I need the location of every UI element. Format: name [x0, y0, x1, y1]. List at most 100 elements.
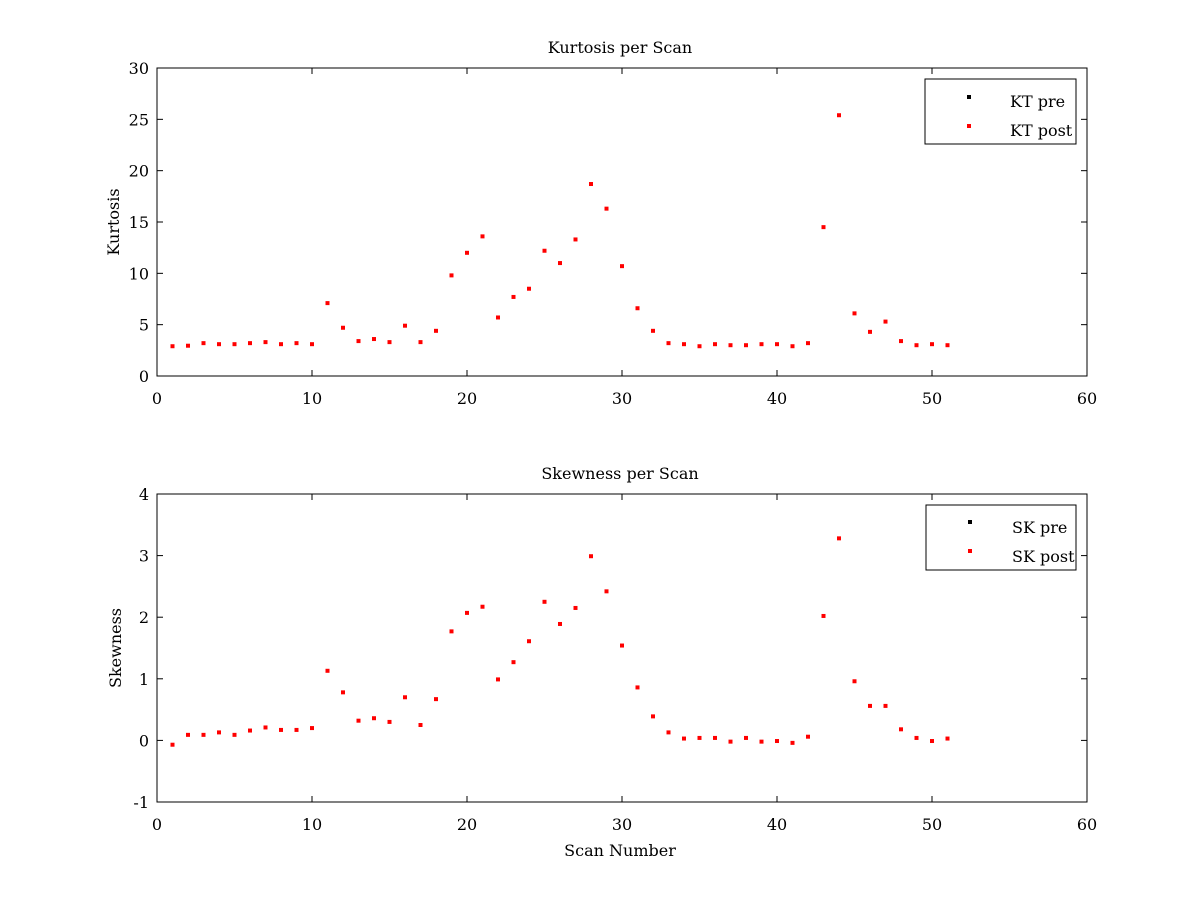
- kurtosis-point-s1-2: [201, 341, 206, 346]
- skewness-point-s1-49: [930, 739, 934, 744]
- kurtosis-point-s1-35: [713, 342, 717, 347]
- kurtosis-point-s1-34: [697, 344, 702, 349]
- kurtosis-point-s1-13: [372, 337, 376, 342]
- kurtosis-point-s1-27: [589, 182, 593, 187]
- skewness-point-s1-4: [232, 732, 237, 737]
- skewness-point-s1-16: [418, 723, 423, 727]
- skewness-point-s1-18: [449, 629, 454, 634]
- skewness-point-s1-39: [775, 739, 779, 744]
- skewness-legend-marker-pre: [968, 520, 972, 524]
- skewness-point-s1-9: [310, 726, 314, 731]
- kurtosis-point-s1-29: [620, 264, 624, 269]
- kurtosis-x-tick-label-0: 0: [152, 389, 162, 408]
- kurtosis-point-s1-46: [883, 319, 888, 324]
- skewness-point-s1-27: [589, 554, 593, 559]
- kurtosis-point-s1-15: [403, 323, 407, 328]
- skewness-point-s1-25: [558, 621, 562, 626]
- kurtosis-point-s1-19: [465, 250, 469, 255]
- kurtosis-point-s1-0: [170, 344, 175, 349]
- kurtosis-x-tick-label-1: 10: [302, 389, 322, 408]
- kurtosis-legend-box: [924, 78, 1077, 145]
- skewness-point-s1-10: [325, 668, 330, 673]
- kurtosis-x-tick-label-3: 30: [612, 389, 632, 408]
- skewness-point-s1-28: [604, 589, 609, 594]
- skewness-point-s1-47: [899, 727, 903, 732]
- skewness-chart: Skewness per Scan Skewness Scan Number 0…: [106, 464, 1097, 860]
- skewness-point-s1-43: [837, 536, 841, 541]
- skewness-x-tick-label-1: 10: [302, 815, 322, 834]
- kurtosis-point-s1-45: [868, 329, 872, 334]
- skewness-point-s1-17: [434, 697, 438, 702]
- skewness-points: [170, 536, 950, 747]
- skewness-point-s1-38: [759, 739, 764, 744]
- kurtosis-point-s1-44: [852, 311, 857, 316]
- skewness-x-tick-label-2: 20: [457, 815, 477, 834]
- skewness-point-s1-45: [868, 703, 872, 708]
- skewness-point-s1-14: [387, 719, 392, 724]
- skewness-point-s1-42: [821, 613, 826, 618]
- kurtosis-point-s1-10: [325, 301, 330, 306]
- skewness-point-s1-29: [620, 643, 624, 648]
- skewness-point-s1-48: [914, 735, 919, 740]
- kurtosis-point-s1-26: [573, 237, 578, 242]
- kurtosis-point-s1-37: [744, 343, 748, 348]
- kurtosis-point-s1-21: [496, 315, 500, 320]
- kurtosis-y-tick-label-3: 15: [129, 213, 149, 232]
- kurtosis-legend-marker-pre: [967, 95, 971, 99]
- skewness-point-s1-8: [294, 727, 299, 732]
- skewness-x-tick-label-4: 40: [767, 815, 787, 834]
- skewness-y-axis-label: Skewness: [106, 608, 125, 688]
- kurtosis-point-s1-4: [232, 342, 237, 347]
- kurtosis-point-s1-42: [821, 225, 826, 230]
- kurtosis-point-s1-36: [728, 343, 733, 348]
- skewness-point-s1-24: [542, 599, 547, 604]
- skewness-y-tick-label-1: 0: [139, 731, 149, 750]
- kurtosis-y-axis-label: Kurtosis: [104, 188, 123, 255]
- kurtosis-point-s1-12: [356, 339, 361, 344]
- kurtosis-x-tick-label-6: 60: [1077, 389, 1097, 408]
- kurtosis-point-s1-14: [387, 340, 392, 345]
- skewness-point-s1-13: [372, 716, 376, 721]
- skewness-y-tick-label-5: 4: [139, 485, 149, 504]
- kurtosis-y-tick-label-0: 0: [139, 367, 149, 386]
- skewness-point-s1-44: [852, 679, 857, 684]
- kurtosis-legend: KT pre KT post: [924, 78, 1077, 145]
- kurtosis-points: [170, 113, 950, 349]
- kurtosis-point-s1-6: [263, 340, 268, 345]
- skewness-y-tick-label-2: 1: [139, 670, 149, 689]
- skewness-legend-box: [925, 504, 1077, 571]
- kurtosis-point-s1-20: [480, 234, 485, 239]
- kurtosis-y-tick-label-5: 25: [129, 110, 149, 129]
- kurtosis-point-s1-38: [759, 342, 764, 347]
- kurtosis-point-s1-50: [945, 343, 950, 348]
- skewness-x-tick-label-3: 30: [612, 815, 632, 834]
- skewness-point-s1-32: [666, 730, 671, 735]
- skewness-legend-marker-post: [968, 549, 972, 553]
- kurtosis-point-s1-49: [930, 342, 934, 347]
- kurtosis-point-s1-8: [294, 341, 299, 346]
- kurtosis-legend-label-pre: KT pre: [1010, 92, 1065, 111]
- skewness-y-tick-label-0: -1: [133, 793, 149, 812]
- skewness-y-tick-label-3: 2: [139, 608, 149, 627]
- skewness-point-s1-50: [945, 736, 950, 741]
- skewness-point-s1-22: [511, 660, 516, 665]
- kurtosis-point-s1-17: [434, 328, 438, 333]
- skewness-x-tick-label-6: 60: [1077, 815, 1097, 834]
- kurtosis-chart: Kurtosis per Scan Kurtosis 0 10 20 30 40 50 60…: [104, 38, 1097, 408]
- skewness-point-s1-21: [496, 677, 500, 682]
- skewness-x-tick-label-5: 50: [922, 815, 942, 834]
- skewness-point-s1-20: [480, 604, 485, 609]
- kurtosis-point-s1-24: [542, 248, 547, 253]
- skewness-x-tick-label-0: 0: [152, 815, 162, 834]
- skewness-point-s1-37: [744, 735, 748, 740]
- skewness-point-s1-6: [263, 725, 268, 730]
- kurtosis-point-s1-30: [635, 306, 640, 311]
- kurtosis-point-s1-5: [248, 341, 252, 346]
- kurtosis-x-tick-label-4: 40: [767, 389, 787, 408]
- skewness-point-s1-3: [217, 730, 221, 735]
- kurtosis-x-tick-label-2: 20: [457, 389, 477, 408]
- kurtosis-chart-title: Kurtosis per Scan: [548, 38, 692, 57]
- skewness-point-s1-34: [697, 735, 702, 740]
- kurtosis-y-tick-label-4: 20: [129, 162, 149, 181]
